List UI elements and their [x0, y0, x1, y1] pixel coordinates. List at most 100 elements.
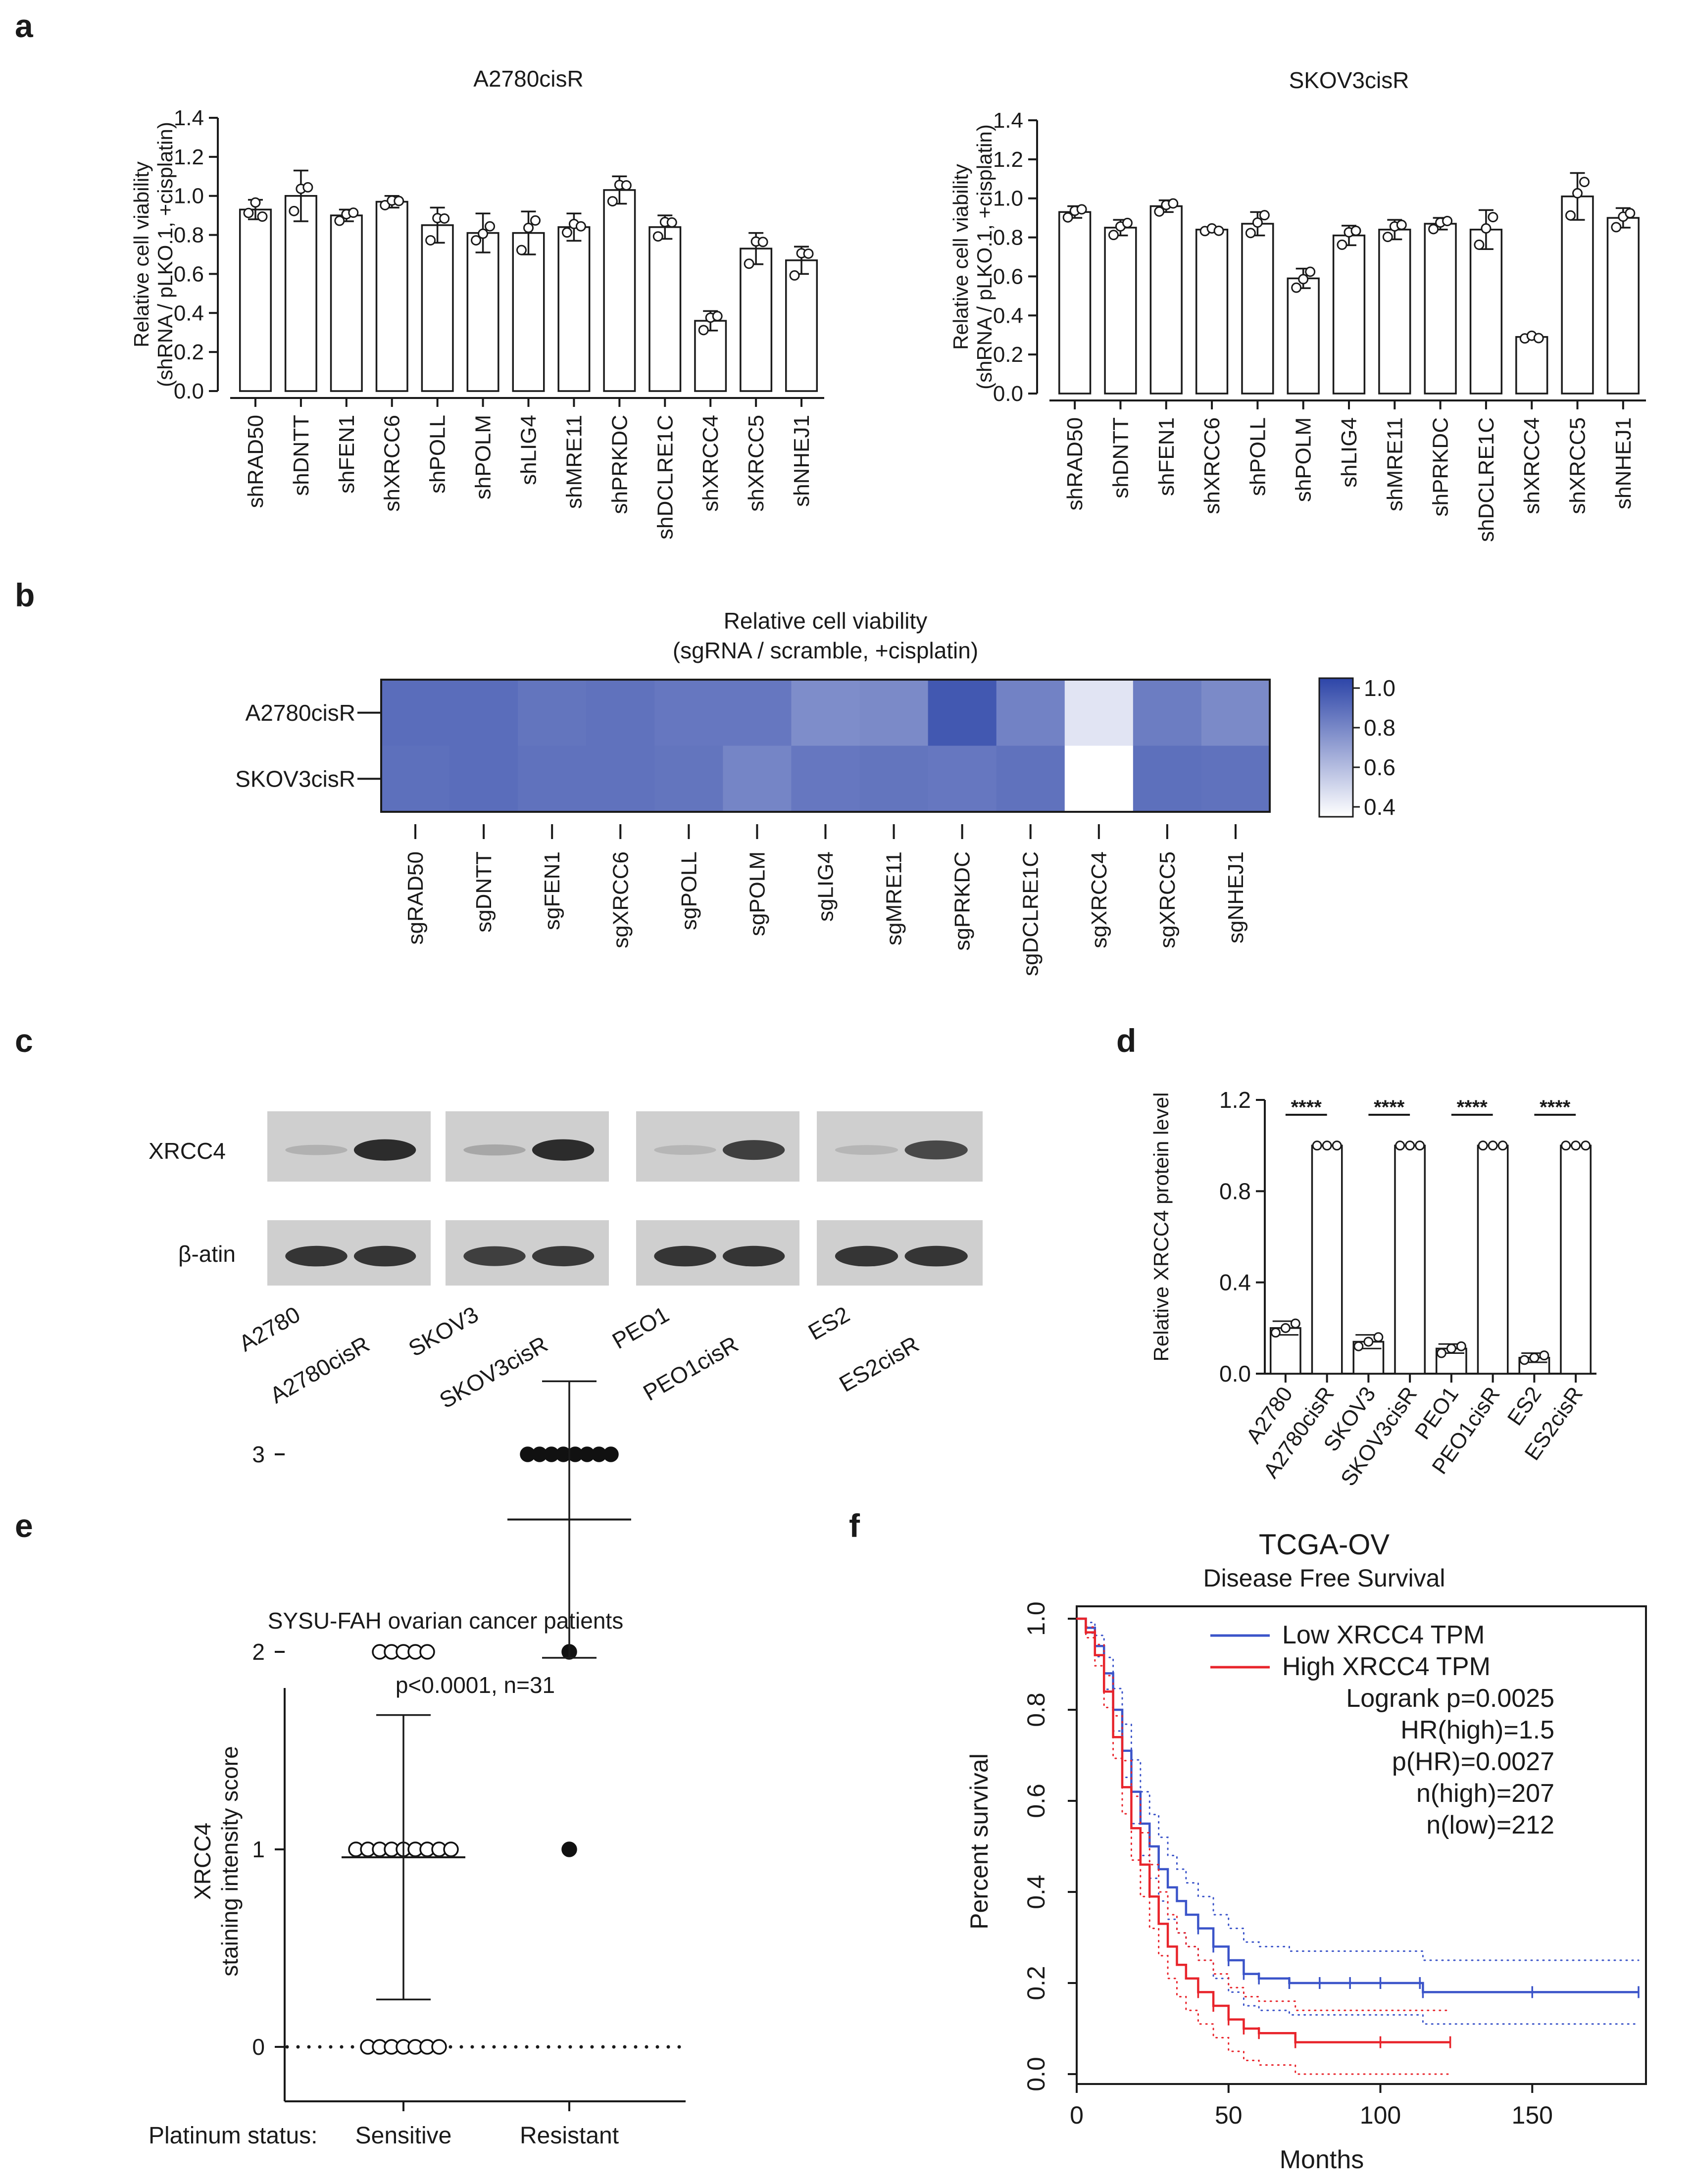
lane-label: A2780cisR [265, 1331, 374, 1408]
heatmap-cell [586, 745, 655, 812]
panel-f-chart: TCGA-OV Disease Free Survival 0.0 0.2 0.4 0.6… [965, 1529, 1647, 2174]
bar [1477, 1144, 1509, 1375]
bar [694, 320, 727, 392]
data-point [1436, 1348, 1446, 1358]
column-label: sgXRCC5 [1155, 851, 1180, 948]
heatmap-cell [381, 745, 450, 812]
heatmap-cell [381, 680, 450, 746]
protein-label: β-atin [178, 1241, 236, 1267]
bar [1560, 1144, 1592, 1375]
column-label: sgXRCC6 [608, 851, 633, 948]
data-point [789, 270, 800, 281]
x-tick-label: shDCLRE1C [1474, 417, 1498, 542]
chart-subtitle: Disease Free Survival [1203, 1564, 1445, 1592]
heatmap-cell [791, 680, 860, 746]
bar [1149, 205, 1183, 395]
data-point [603, 1446, 619, 1462]
bar [512, 232, 545, 392]
data-point [1481, 223, 1492, 234]
data-point [478, 228, 489, 239]
significance-stars: **** [1540, 1096, 1571, 1118]
data-point [1428, 224, 1439, 235]
panel-b-heatmap: Relative cell viability (sgRNA / scramble… [235, 608, 1395, 976]
y-axis-label: Relative cell viability [130, 161, 153, 347]
protein-band [904, 1245, 968, 1267]
bar [375, 200, 408, 392]
bar [557, 226, 591, 392]
data-point [1625, 208, 1636, 219]
data-point [348, 207, 359, 218]
data-point [652, 231, 663, 242]
data-point [1474, 239, 1485, 250]
data-point [523, 222, 534, 233]
y-tick-label: 0.4 [1219, 1270, 1251, 1295]
significance-stars: **** [1457, 1096, 1488, 1118]
data-point [1353, 1341, 1364, 1351]
x-tick-label: shNHEJ1 [1611, 417, 1636, 509]
data-point [1565, 210, 1576, 221]
x-tick-label: shLIG4 [1337, 417, 1361, 488]
data-point [380, 199, 391, 210]
column-label: sgDCLRE1C [1019, 851, 1043, 976]
data-point [607, 196, 618, 207]
survival-curve [1077, 1617, 1639, 1993]
y-tick-label: 0.2 [174, 340, 204, 364]
data-point [712, 311, 723, 322]
y-tick-label: 0.0 [1022, 2057, 1050, 2091]
data-point [1478, 1141, 1488, 1151]
data-point [1571, 1141, 1581, 1151]
data-point [530, 215, 541, 226]
y-tick-label: 0.8 [993, 226, 1023, 250]
y-tick-label: 1.0 [1022, 1601, 1050, 1636]
protein-band [654, 1245, 716, 1267]
lane-label: ES2cisR [835, 1331, 923, 1397]
x-tick-label: shRAD50 [244, 415, 268, 508]
protein-band [285, 1144, 348, 1155]
data-point [471, 235, 482, 246]
x-tick-label: shRAD50 [1063, 417, 1087, 510]
data-point [1337, 239, 1347, 250]
data-point [1245, 228, 1256, 239]
data-point [1108, 230, 1119, 241]
y-tick-label: 0.2 [1022, 1966, 1050, 2000]
panel-e-chart: SYSU-FAH ovarian cancer patients p<0.0001… [149, 1380, 686, 2149]
y-tick-label: 0.6 [174, 262, 204, 286]
bar [1332, 234, 1366, 395]
heatmap-title: Relative cell viability [724, 608, 928, 634]
x-tick-label: 150 [1512, 2101, 1553, 2129]
data-point [1312, 1141, 1322, 1151]
data-point [621, 180, 632, 191]
heatmap-cell [449, 745, 518, 812]
y-tick-label: 0.8 [174, 223, 204, 248]
panel-letter-c: c [15, 1022, 33, 1059]
x-tick-label: shDCLRE1C [653, 415, 677, 540]
lane-label: SKOV3 [404, 1301, 483, 1362]
y-axis-label-2: (shRNA / pLKO.1, +cisplatin) [153, 122, 177, 387]
data-point [666, 217, 677, 228]
x-tick-label: shXRCC5 [1566, 417, 1590, 514]
y-tick-label: 0 [252, 2034, 265, 2060]
heatmap-border [380, 679, 1271, 813]
data-point [1259, 210, 1270, 221]
data-point [1154, 206, 1165, 217]
x-tick-label: shPOLM [471, 415, 496, 499]
protein-band [532, 1246, 595, 1267]
bar [1515, 336, 1548, 395]
row-label: A2780cisR [246, 700, 355, 726]
y-tick-label: 0.2 [993, 343, 1023, 367]
column-label: sgMRE11 [882, 851, 906, 945]
x-tick-label: shXRCC6 [1200, 417, 1224, 514]
legend-label: Low XRCC4 TPM [1282, 1621, 1485, 1649]
bar [284, 195, 317, 392]
data-point [425, 235, 436, 246]
data-point [757, 237, 768, 248]
chart-title: SYSU-FAH ovarian cancer patients [268, 1608, 623, 1634]
y-axis-label: XRCC4 [190, 1823, 215, 1900]
heatmap-cell [586, 680, 655, 746]
x-tick-label: shPRKDC [607, 415, 632, 514]
data-point [1373, 1332, 1384, 1342]
chart-title: TCGA-OV [1259, 1529, 1390, 1561]
x-tick-label: shPRKDC [1429, 417, 1453, 517]
data-point [1415, 1141, 1425, 1151]
